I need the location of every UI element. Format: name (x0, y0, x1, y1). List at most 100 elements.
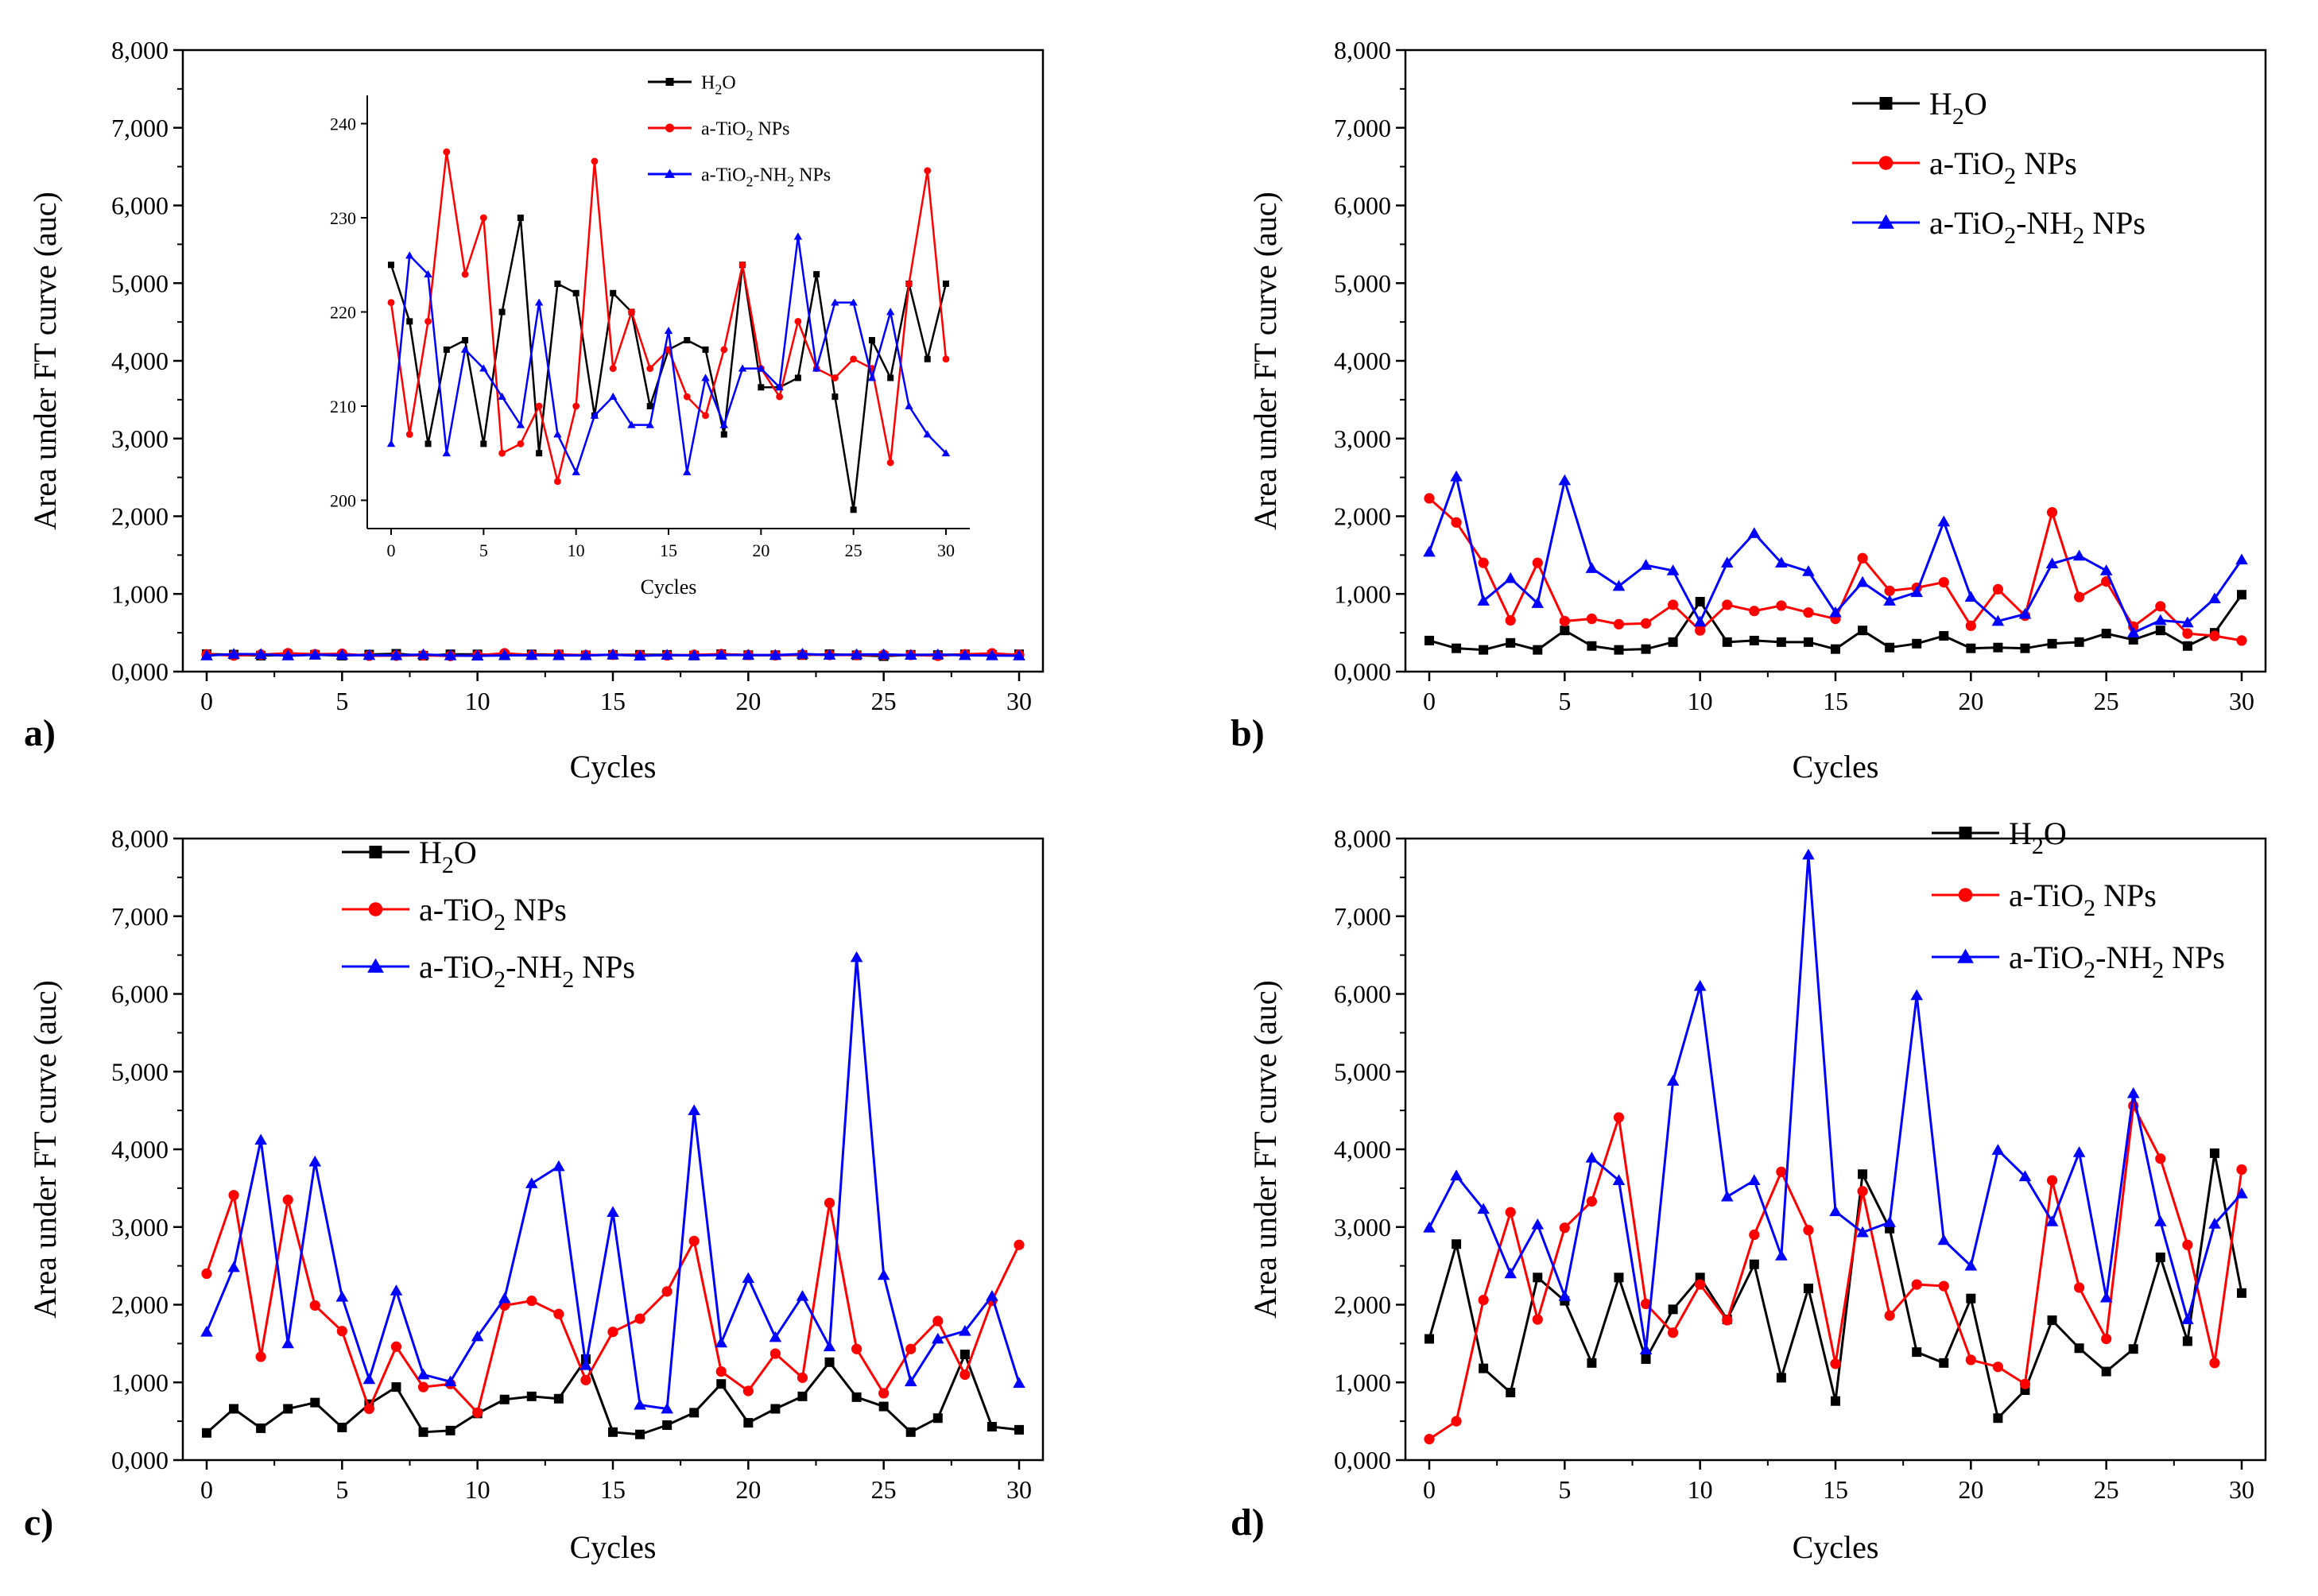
data-point-2 (1802, 565, 1815, 576)
inset-data-point-0 (720, 431, 727, 438)
data-point-2 (471, 1330, 484, 1342)
inset-x-tick-label: 0 (387, 540, 396, 560)
x-tick-label: 25 (871, 1475, 897, 1504)
inset-x-tick-label: 25 (845, 540, 862, 560)
data-point-2 (1531, 1218, 1545, 1230)
data-point-2 (200, 649, 213, 660)
legend-label: a-TiO2-NH2 NPs (1929, 205, 2146, 249)
data-point-2 (362, 1373, 376, 1385)
data-point-1 (1505, 614, 1516, 626)
data-point-2 (823, 649, 836, 660)
legend-text-part: H (701, 72, 715, 93)
legend-label: a-TiO2 NPs (1929, 145, 2077, 189)
data-point-0 (391, 1382, 401, 1393)
x-tick-label: 10 (1688, 1475, 1713, 1504)
data-point-0 (1695, 597, 1705, 607)
y-tick-label: 1,000 (1334, 579, 1391, 608)
x-tick-label: 0 (200, 1475, 213, 1504)
inset-data-point-1 (405, 431, 413, 438)
data-point-0 (1425, 1334, 1434, 1344)
data-point-1 (1938, 1280, 1949, 1292)
inset-data-point-2 (719, 420, 728, 428)
plot-frame (181, 837, 1045, 1462)
legend-label: H2O (701, 72, 736, 97)
legend-text-part: a-TiO (2009, 877, 2083, 913)
data-point-1 (1451, 517, 1462, 528)
legend-label: a-TiO2 NPs (419, 892, 567, 936)
y-tick-label: 1,000 (111, 1368, 169, 1396)
data-point-2 (1802, 848, 1815, 860)
data-point-2 (2235, 1187, 2248, 1199)
data-point-2 (1937, 515, 1951, 527)
data-point-2 (308, 649, 322, 660)
inset-data-point-1 (424, 317, 432, 325)
data-point-2 (2208, 592, 2221, 603)
data-point-0 (1749, 1259, 1759, 1269)
data-point-0 (878, 1401, 889, 1412)
data-point-0 (1479, 1363, 1489, 1373)
y-tick-label: 5,000 (1334, 1057, 1391, 1086)
data-point-2 (552, 649, 565, 660)
data-point-1 (1749, 606, 1760, 617)
data-point-2 (796, 647, 809, 659)
inset-data-point-0 (610, 289, 617, 296)
y-tick-label: 3,000 (1334, 424, 1391, 453)
data-point-2 (904, 1375, 917, 1387)
y-tick-label: 4,000 (1334, 347, 1391, 375)
chart-panel-c: 0,000 1,000 2,000 3,000 4,000 5,000 6,000 7,000… (24, 824, 1045, 1565)
inset-x-tick-label: 10 (568, 540, 585, 560)
data-point-2 (1693, 979, 1707, 991)
data-point-1 (742, 1385, 754, 1396)
legend-label: a-TiO2-NH2 NPs (419, 949, 635, 993)
y-tick-label: 8,000 (1334, 824, 1391, 853)
inset-data-point-0 (813, 271, 820, 278)
x-tick-label: 10 (465, 687, 490, 715)
data-point-0 (2074, 1343, 2084, 1354)
y-tick-label: 3,000 (111, 424, 169, 453)
data-point-1 (2074, 1282, 2085, 1293)
data-point-1 (2074, 591, 2085, 602)
y-tick-label: 8,000 (111, 824, 169, 853)
data-point-1 (2209, 1358, 2220, 1369)
legend-swatch-marker (1878, 156, 1894, 170)
x-axis-title: Cycles (570, 1529, 657, 1565)
chart-panel-a: 0,000 1,000 2,000 3,000 4,000 5,000 6,000 7,000… (24, 36, 1045, 784)
legend-swatch-marker (1959, 827, 1972, 839)
inset-x-tick-label: 5 (479, 540, 488, 560)
legend-swatch-marker (665, 78, 674, 86)
data-point-2 (200, 1325, 213, 1337)
data-point-0 (1614, 645, 1624, 655)
data-point-0 (1966, 1293, 1976, 1304)
data-point-2 (390, 649, 403, 660)
legend-swatch-marker (368, 902, 383, 916)
y-tick-label: 0,000 (1334, 657, 1391, 686)
data-point-2 (1720, 556, 1734, 568)
inset-data-point-2 (849, 298, 858, 306)
legend-label: H2O (419, 835, 477, 878)
data-point-2 (335, 649, 349, 660)
data-point-1 (878, 1388, 890, 1399)
data-point-0 (1614, 1273, 1624, 1283)
data-point-0 (1014, 1424, 1024, 1435)
legend-text-part: -NH (2016, 205, 2072, 241)
data-point-0 (2182, 1336, 2192, 1346)
legend-swatch-marker (367, 958, 384, 973)
data-point-2 (1450, 470, 1463, 482)
data-point-2 (715, 1336, 728, 1348)
data-point-2 (471, 649, 484, 661)
data-point-1 (851, 1343, 862, 1354)
y-tick-label: 7,000 (1334, 902, 1391, 931)
legend-subscript: 2 (746, 174, 753, 190)
inset-data-point-1 (776, 393, 783, 401)
y-axis-title: Area under FT curve (auc) (1247, 980, 1283, 1319)
data-point-0 (1831, 644, 1840, 654)
data-point-1 (1992, 1362, 2003, 1373)
data-point-1 (959, 1369, 971, 1381)
legend-subscript: 2 (2072, 223, 2084, 249)
data-point-0 (1560, 626, 1570, 636)
data-point-0 (2182, 641, 2192, 651)
legend-text-part: NPs (794, 165, 831, 185)
data-point-2 (1531, 597, 1545, 608)
chart-panel-d: 0,000 1,000 2,000 3,000 4,000 5,000 6,000 7,000… (1231, 815, 2267, 1565)
